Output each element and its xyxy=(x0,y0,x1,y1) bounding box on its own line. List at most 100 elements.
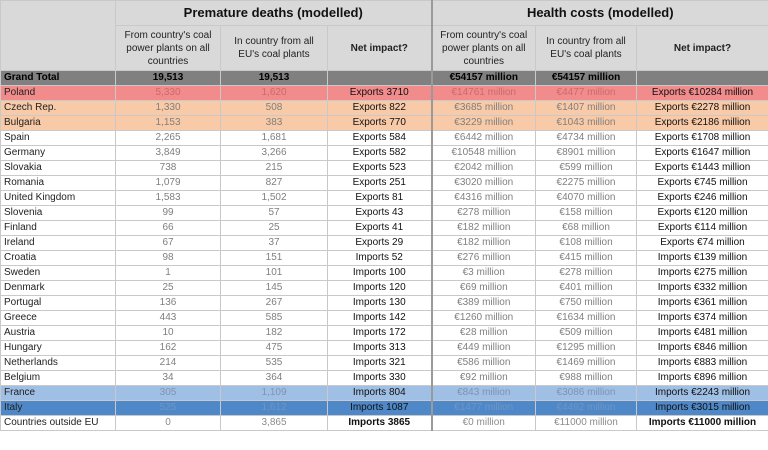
cell-cost-from: €276 million xyxy=(430,250,536,266)
cell-cost-from: €278 million xyxy=(430,205,536,221)
col-deaths-net-impact: Net impact? xyxy=(327,25,432,71)
col-deaths-in-country: In country from all EU's coal plants xyxy=(220,25,328,71)
cell-cost-from: €449 million xyxy=(430,340,536,356)
cell-deaths-in: 383 xyxy=(220,115,328,131)
cell-deaths-in: 215 xyxy=(220,160,328,176)
cell-country: Sweden xyxy=(0,265,116,281)
cell-country: Slovakia xyxy=(0,160,116,176)
cell-deaths-from: 738 xyxy=(115,160,221,176)
cell-cost-net: Imports €846 million xyxy=(635,340,768,356)
cell-deaths-from: 5,330 xyxy=(115,85,221,101)
total-cost-net xyxy=(635,70,768,86)
cell-country: Slovenia xyxy=(0,205,116,221)
cell-deaths-from: 25 xyxy=(115,280,221,296)
cell-deaths-from: 66 xyxy=(115,220,221,236)
cell-cost-net: Imports €481 million xyxy=(635,325,768,341)
cell-deaths-from: 525 xyxy=(115,400,221,416)
cell-cost-net: Exports €1647 million xyxy=(635,145,768,161)
cell-country: Poland xyxy=(0,85,116,101)
cell-deaths-net: Imports 3865 xyxy=(327,415,432,431)
cell-cost-from: €843 million xyxy=(430,385,536,401)
cell-cost-in: €2275 million xyxy=(535,175,637,191)
table-row: Hungary 162 475 Imports 313 €449 million €129… xyxy=(0,340,768,356)
cell-deaths-in: 3,865 xyxy=(220,415,328,431)
cell-deaths-net: Exports 29 xyxy=(327,235,432,251)
deaths-group-header: Premature deaths (modelled) xyxy=(115,0,432,26)
cell-cost-in: €4492 million xyxy=(535,400,637,416)
cell-country: Denmark xyxy=(0,280,116,296)
table-row: Countries outside EU 0 3,865 Imports 3865 €0… xyxy=(0,415,768,431)
cell-country: Finland xyxy=(0,220,116,236)
cell-cost-in: €68 million xyxy=(535,220,637,236)
table-row: Austria 10 182 Imports 172 €28 million €509 m… xyxy=(0,325,768,341)
table-row: Bulgaria 1,153 383 Exports 770 €3229 million… xyxy=(0,115,768,131)
cell-cost-from: €3 million xyxy=(430,265,536,281)
cell-deaths-from: 305 xyxy=(115,385,221,401)
cell-country: Spain xyxy=(0,130,116,146)
cell-country: Portugal xyxy=(0,295,116,311)
cell-deaths-in: 101 xyxy=(220,265,328,281)
table-row: Italy 525 1,612 Imports 1087 €1477 million €4… xyxy=(0,400,768,416)
cell-deaths-in: 1,612 xyxy=(220,400,328,416)
cell-deaths-from: 1 xyxy=(115,265,221,281)
cell-deaths-net: Imports 804 xyxy=(327,385,432,401)
grand-total-row: Grand Total 19,513 19,513 €54157 million… xyxy=(0,70,768,86)
total-deaths-from: 19,513 xyxy=(115,70,221,86)
cell-cost-net: Imports €896 million xyxy=(635,370,768,386)
cell-cost-net: Exports €74 million xyxy=(635,235,768,251)
table-row: Ireland 67 37 Exports 29 €182 million €108 mi… xyxy=(0,235,768,251)
corner-cell xyxy=(0,0,116,71)
cell-deaths-from: 3,849 xyxy=(115,145,221,161)
cell-cost-net: Imports €3015 million xyxy=(635,400,768,416)
cell-deaths-net: Exports 251 xyxy=(327,175,432,191)
cell-deaths-from: 1,079 xyxy=(115,175,221,191)
cell-country: United Kingdom xyxy=(0,190,116,206)
cell-deaths-in: 475 xyxy=(220,340,328,356)
cell-country: Greece xyxy=(0,310,116,326)
cell-deaths-from: 99 xyxy=(115,205,221,221)
cell-cost-from: €0 million xyxy=(430,415,536,431)
cell-cost-net: Imports €374 million xyxy=(635,310,768,326)
cell-deaths-net: Exports 584 xyxy=(327,130,432,146)
cell-deaths-in: 3,266 xyxy=(220,145,328,161)
table-row: Croatia 98 151 Imports 52 €276 million €415 m… xyxy=(0,250,768,266)
table-row: Slovakia 738 215 Exports 523 €2042 million €5… xyxy=(0,160,768,176)
cell-deaths-in: 1,502 xyxy=(220,190,328,206)
cell-country: Belgium xyxy=(0,370,116,386)
cell-deaths-net: Imports 142 xyxy=(327,310,432,326)
costs-group-header: Health costs (modelled) xyxy=(430,0,768,26)
cell-deaths-net: Imports 52 xyxy=(327,250,432,266)
cell-country: Croatia xyxy=(0,250,116,266)
cell-deaths-net: Imports 172 xyxy=(327,325,432,341)
cell-cost-in: €1043 million xyxy=(535,115,637,131)
cell-deaths-from: 1,330 xyxy=(115,100,221,116)
cell-cost-in: €1469 million xyxy=(535,355,637,371)
cell-cost-net: Imports €11000 million xyxy=(635,415,768,431)
cell-deaths-from: 2,265 xyxy=(115,130,221,146)
cell-deaths-in: 267 xyxy=(220,295,328,311)
table-row: Czech Rep. 1,330 508 Exports 822 €3685 milli… xyxy=(0,100,768,116)
cell-deaths-in: 151 xyxy=(220,250,328,266)
cell-deaths-from: 214 xyxy=(115,355,221,371)
cell-deaths-in: 585 xyxy=(220,310,328,326)
cell-country: Germany xyxy=(0,145,116,161)
cell-cost-net: Exports €120 million xyxy=(635,205,768,221)
total-cost-from: €54157 million xyxy=(430,70,536,86)
cell-deaths-in: 364 xyxy=(220,370,328,386)
cell-deaths-net: Imports 100 xyxy=(327,265,432,281)
cell-cost-net: Imports €883 million xyxy=(635,355,768,371)
cell-cost-from: €182 million xyxy=(430,220,536,236)
cell-deaths-from: 1,153 xyxy=(115,115,221,131)
cell-cost-from: €1260 million xyxy=(430,310,536,326)
cell-deaths-net: Exports 822 xyxy=(327,100,432,116)
table-row: Netherlands 214 535 Imports 321 €586 million… xyxy=(0,355,768,371)
cell-deaths-in: 1,681 xyxy=(220,130,328,146)
cell-cost-in: €750 million xyxy=(535,295,637,311)
cell-cost-in: €4477 million xyxy=(535,85,637,101)
cell-deaths-net: Exports 43 xyxy=(327,205,432,221)
cell-cost-net: Imports €332 million xyxy=(635,280,768,296)
column-header-row: From country's coal power plants on all … xyxy=(1,25,768,71)
cell-deaths-net: Exports 582 xyxy=(327,145,432,161)
cell-cost-net: Exports €2278 million xyxy=(635,100,768,116)
cell-deaths-from: 34 xyxy=(115,370,221,386)
